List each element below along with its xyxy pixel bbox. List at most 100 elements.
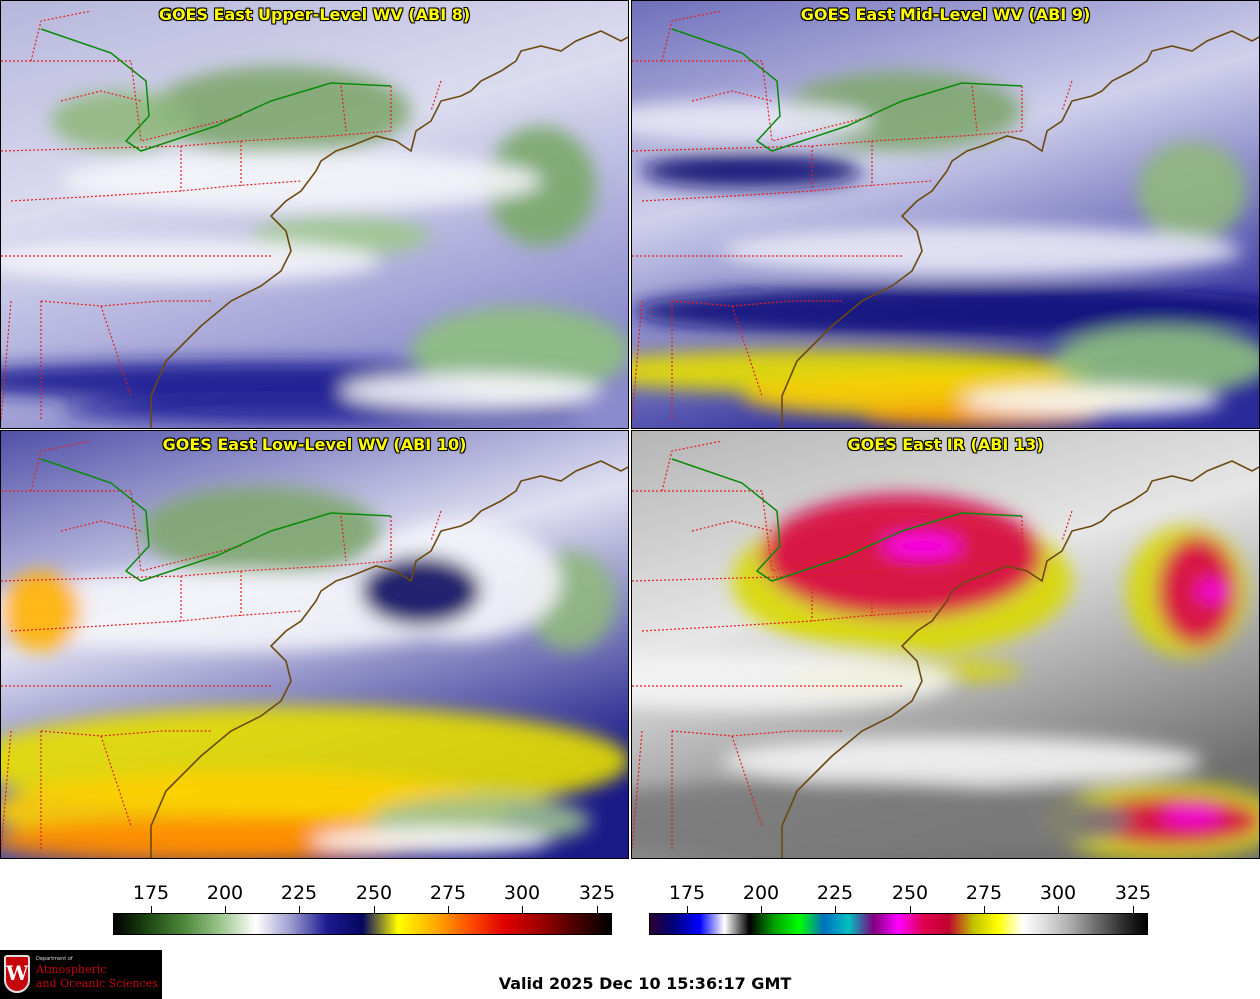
cloud-features [1,486,628,858]
cloud-feature [632,651,952,711]
state-border [430,510,442,542]
colorbar-tick-label: 325 [578,882,616,904]
coastline [781,460,1259,858]
water-vapor-colorbar: 175 200 225 250 275 300 325 [113,876,616,938]
cloud-feature [1137,141,1247,241]
colorbar-tick-label: 175 [132,882,170,904]
colorbar-tick [522,906,523,913]
state-border [60,520,142,532]
aos-logo: W Department of Atmospheric and Oceanic … [0,950,162,999]
state-border [661,440,723,492]
cloud-feature [882,534,962,558]
cloud-feature [632,781,1132,858]
state-border [30,440,92,492]
cloud-feature [632,285,1259,337]
cloud-features [632,494,1259,858]
state-border [1061,80,1073,112]
cloud-feature [722,736,1202,786]
state-border [1,730,12,852]
state-border [10,180,302,202]
state-border [1,60,242,142]
state-border [671,300,842,307]
colorbar-tick-label: 200 [206,882,244,904]
colorbar-tick-label: 250 [891,882,929,904]
cloud-feature [642,153,862,189]
cloud-feature [341,373,601,409]
panel-mid-level-wv: GOES East Mid-Level WV (ABI 9) [631,0,1260,429]
colorbar-tick-label: 250 [355,882,393,904]
state-border [641,610,933,632]
colorbar-tick-label: 325 [1114,882,1152,904]
colorbar-tick [225,906,226,913]
state-border [661,10,723,62]
infrared-colorbar: 175 200 225 250 275 300 325 [649,876,1152,938]
panel-title: GOES East IR (ABI 13) [847,435,1044,454]
panel-title: GOES East Mid-Level WV (ABI 9) [800,5,1091,24]
state-border [1,490,242,572]
cloud-feature [486,126,596,246]
low-level-wv-image [1,431,628,858]
state-border [1,300,12,422]
colorbar-tick [597,906,598,913]
great-lakes-border [40,28,392,152]
state-border [1061,510,1073,542]
colorbar-tick [761,906,762,913]
colorbar-tick-label: 225 [816,882,854,904]
panel-ir: GOES East IR (ABI 13) [631,430,1260,859]
cloud-feature [51,91,191,151]
colorbar-tick-label: 275 [965,882,1003,904]
colorbar-tick-label: 300 [503,882,541,904]
cloud-feature [141,486,381,576]
colorbar-tick [910,906,911,913]
great-lakes-border [671,458,1023,582]
valid-time: Valid 2025 Dec 10 15:36:17 GMT [498,974,792,993]
cloud-feature [61,151,541,211]
colorbar-tick [374,906,375,913]
cloud-feature [1157,536,1237,646]
state-border [971,515,978,562]
panel-upper-level-wv: GOES East Upper-Level WV (ABI 8) [0,0,629,429]
panel-title: GOES East Low-Level WV (ABI 10) [162,435,467,454]
logo-line1: Atmospheric [36,963,107,976]
colorbar-tick [151,906,152,913]
state-border [340,85,347,132]
cloud-feature [151,66,411,156]
colorbar-tick-label: 300 [1039,882,1077,904]
mid-level-wv-image [632,1,1259,428]
cloud-feature [1162,808,1222,824]
state-border [691,520,773,532]
state-border [632,60,873,142]
cloud-feature [311,827,551,855]
cloud-features [632,71,1259,428]
state-border [40,730,211,737]
colorbar-tick [448,906,449,913]
state-border [632,300,643,422]
colorbar-tick [835,906,836,913]
state-border [641,180,933,202]
state-border [632,730,643,852]
uw-crest-icon: W [4,955,30,993]
cloud-feature [1198,581,1226,601]
wv-colorbar-strip [113,913,612,935]
state-border [671,730,842,737]
state-border [691,90,773,102]
state-border [971,85,978,132]
state-border [60,90,142,102]
state-border [10,610,302,632]
colorbar-tick [1058,906,1059,913]
cloud-feature [722,226,1242,276]
colorbar-tick-label: 200 [742,882,780,904]
state-border [340,515,347,562]
state-border [30,10,92,62]
state-border [430,80,442,112]
ir-colorbar-strip [649,913,1148,935]
cloud-feature [1,239,381,283]
colorbar-tick [299,906,300,913]
state-border [40,300,211,307]
logo-line2: and Oceanic Sciences [36,977,158,990]
upper-level-wv-image [1,1,628,428]
panel-title: GOES East Upper-Level WV (ABI 8) [158,5,471,24]
cloud-feature [361,556,481,626]
cloud-feature [962,386,1222,416]
logo-dept-text: Department of [36,956,73,962]
